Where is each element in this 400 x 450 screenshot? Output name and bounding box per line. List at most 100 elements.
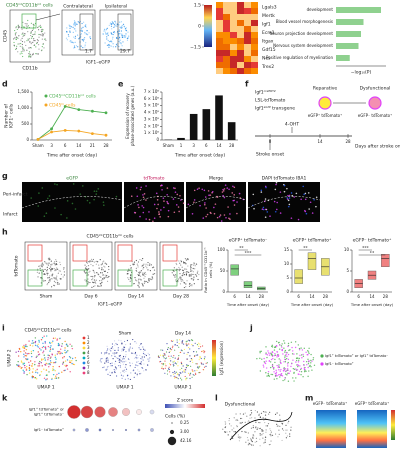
condition-label: Day 14 (128, 294, 144, 300)
point (50, 127, 53, 131)
decor-dot (287, 358, 290, 361)
decor-dot (284, 358, 286, 360)
decor-dot (276, 356, 278, 358)
decor-dot (190, 365, 192, 367)
decor-dot (118, 29, 120, 31)
decor-dot (126, 39, 129, 41)
decor-dot (108, 44, 110, 46)
decor-dot (189, 372, 192, 374)
decor-dot (84, 25, 86, 27)
decor-dot (288, 197, 291, 199)
decor-dot (278, 429, 280, 431)
decor-dot (145, 369, 147, 371)
decor-dot (185, 283, 187, 285)
decor-dot (99, 285, 101, 287)
decor-dot (129, 264, 131, 267)
axis-label: UMAP 2 (7, 349, 13, 366)
decor-dot (91, 279, 93, 281)
decor-dot (107, 361, 109, 363)
decor-dot (280, 373, 283, 375)
decor-dot (42, 352, 44, 354)
heatmap-cell (251, 44, 258, 50)
colorbar (204, 5, 212, 47)
heatmap-cell (251, 56, 258, 62)
decor-dot (166, 348, 169, 350)
decor-dot (164, 367, 166, 369)
decor-dot (87, 265, 90, 267)
decor-dot (66, 359, 69, 361)
decor-dot (178, 354, 180, 357)
decor-dot (46, 262, 48, 264)
decor-dot (175, 363, 178, 365)
decor-dot (114, 32, 116, 34)
decor-dot (185, 271, 187, 273)
decor-dot (116, 25, 118, 27)
cluster-label: 3 (87, 345, 90, 350)
decor-dot (264, 414, 267, 416)
decor-dot (220, 220, 223, 222)
gene-label: Trex2 (261, 64, 274, 70)
decor-dot (72, 42, 74, 44)
decor-dot (61, 352, 63, 355)
decor-dot (115, 342, 117, 345)
heatmap-cell (237, 56, 244, 62)
decor-dot (127, 358, 130, 360)
dot (122, 408, 130, 416)
decor-dot (276, 201, 279, 204)
decor-dot (64, 351, 66, 354)
decor-dot (164, 363, 166, 365)
decor-dot (126, 273, 128, 275)
legend-label: CD45ʰⁱ cells (49, 103, 76, 109)
decor-dot (99, 259, 101, 261)
decor-dot (93, 261, 96, 263)
decor-dot (122, 360, 124, 363)
decor-dot (256, 357, 258, 360)
decor-dot (228, 188, 230, 191)
decor-dot (287, 372, 289, 374)
decor-dot (286, 374, 288, 376)
decor-dot (104, 352, 106, 354)
decor-dot (182, 274, 184, 276)
decor-dot (47, 272, 49, 274)
x-tick-label: 6 (297, 294, 300, 299)
decor-dot (19, 45, 21, 48)
decor-dot (41, 365, 43, 367)
decor-dot (28, 352, 30, 355)
decor-dot (33, 38, 35, 40)
gene-label: Ecm1 (262, 30, 275, 36)
legend-label: Igf1⁻ tdTomato⁺ (325, 362, 354, 366)
cluster-label: 2 (87, 340, 90, 345)
decor-dot (106, 36, 108, 38)
decor-dot (194, 370, 196, 372)
row-label: Igf1⁺ tdTomato⁻ (34, 412, 64, 417)
decor-dot (69, 343, 71, 345)
decor-dot (41, 30, 43, 32)
decor-dot (73, 28, 75, 30)
point (91, 132, 94, 136)
decor-dot (116, 44, 118, 47)
decor-dot (134, 366, 136, 369)
decor-dot (102, 278, 104, 281)
decor-dot (80, 29, 83, 31)
decor-dot (78, 38, 80, 40)
flow-plot (114, 241, 158, 291)
x-tick-label: 28 (259, 294, 265, 299)
decor-dot (286, 355, 288, 358)
decor-dot (203, 203, 206, 206)
decor-dot (86, 199, 89, 202)
decor-dot (261, 208, 264, 210)
decor-dot (121, 35, 123, 37)
gate (117, 13, 132, 51)
decor-dot (221, 191, 224, 193)
decor-dot (269, 352, 271, 355)
dot (108, 407, 118, 417)
decor-dot (281, 343, 283, 345)
decor-dot (136, 373, 138, 375)
decor-dot (199, 365, 201, 367)
decor-dot (236, 201, 238, 203)
decor-dot (168, 351, 170, 353)
decor-dot (269, 215, 271, 217)
decor-dot (123, 36, 125, 38)
decor-dot (262, 411, 265, 413)
decor-dot (68, 355, 71, 358)
